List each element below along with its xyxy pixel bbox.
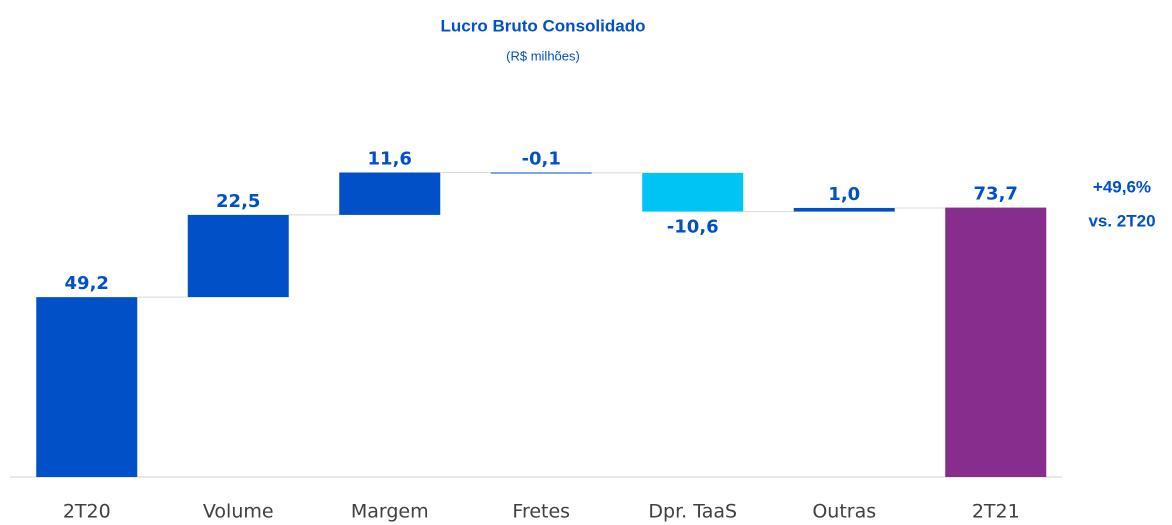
- x-tick-label: 2T21: [972, 501, 1020, 523]
- x-tick-label: Dpr. TaaS: [648, 501, 737, 523]
- bar: [642, 172, 744, 212]
- value-label: 22,5: [216, 191, 260, 212]
- x-tick-label: Margem: [351, 501, 429, 523]
- value-label: 11,6: [368, 148, 412, 169]
- value-label: 1,0: [828, 184, 860, 205]
- x-tick-label: 2T20: [63, 501, 111, 523]
- annotation: vs. 2T20: [1088, 211, 1155, 230]
- bar: [490, 172, 592, 174]
- bar: [793, 207, 895, 212]
- value-label: 49,2: [65, 273, 109, 294]
- bar: [187, 214, 289, 298]
- x-tick-label: Outras: [812, 501, 876, 523]
- x-tick-label: Fretes: [512, 501, 570, 523]
- bar: [339, 172, 441, 215]
- value-label: -0,1: [522, 148, 561, 169]
- bar: [945, 207, 1047, 477]
- value-label: 73,7: [974, 184, 1018, 205]
- annotation: +49,6%: [1093, 177, 1151, 196]
- chart-title: Lucro Bruto Consolidado: [441, 16, 646, 35]
- bar: [36, 297, 138, 477]
- x-tick-label: Volume: [203, 501, 274, 523]
- chart-subtitle: (R$ milhões): [506, 48, 580, 63]
- value-label: -10,6: [667, 217, 719, 238]
